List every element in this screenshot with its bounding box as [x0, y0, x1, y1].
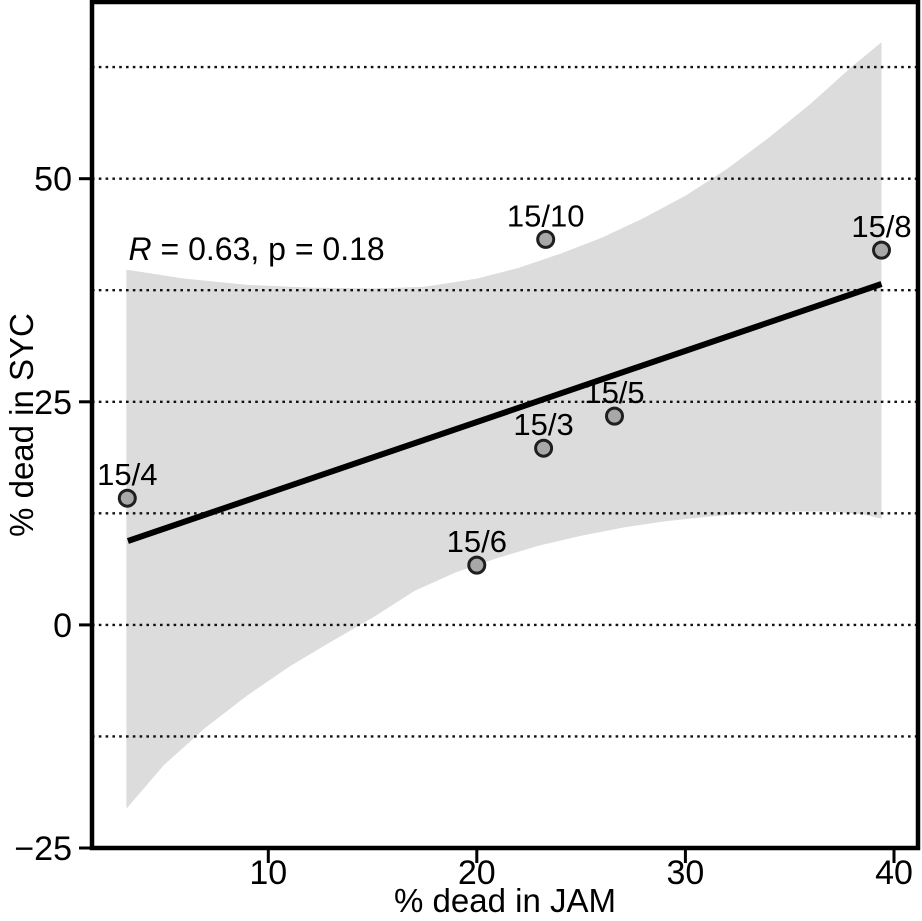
point-label-15-10: 15/10: [507, 198, 585, 233]
data-point-15-6: [467, 555, 487, 575]
point-label-15-4: 15/4: [97, 457, 157, 492]
y-axis-label: % dead in SYC: [3, 313, 40, 537]
y-tick-label-0: 0: [53, 607, 72, 645]
data-point-15-4: [117, 488, 137, 508]
y-tick-label-50: 50: [34, 161, 72, 199]
data-point-15-10: [536, 229, 556, 249]
data-point-15-8: [872, 240, 891, 260]
x-axis-label: % dead in JAM: [394, 882, 616, 919]
correlation-annotation: R = 0.63, p = 0.18: [129, 231, 385, 267]
point-label-15-6: 15/6: [447, 524, 507, 559]
plot-border: [89, 0, 921, 851]
regression-line: [126, 281, 883, 544]
point-label-15-3: 15/3: [513, 407, 573, 442]
data-point-15-5: [605, 406, 624, 426]
y-tick-label--25: −25: [14, 830, 72, 868]
x-tick-label-40: 40: [875, 854, 913, 892]
confidence-band: [126, 42, 882, 809]
x-tick-label-10: 10: [249, 854, 287, 892]
y-tick-label-25: 25: [34, 384, 72, 422]
x-tick-label-20: 20: [458, 854, 496, 892]
x-tick-label-30: 30: [666, 854, 704, 892]
point-label-15-5: 15/5: [584, 375, 644, 410]
data-point-15-3: [534, 438, 554, 458]
point-label-15-8: 15/8: [851, 209, 911, 244]
